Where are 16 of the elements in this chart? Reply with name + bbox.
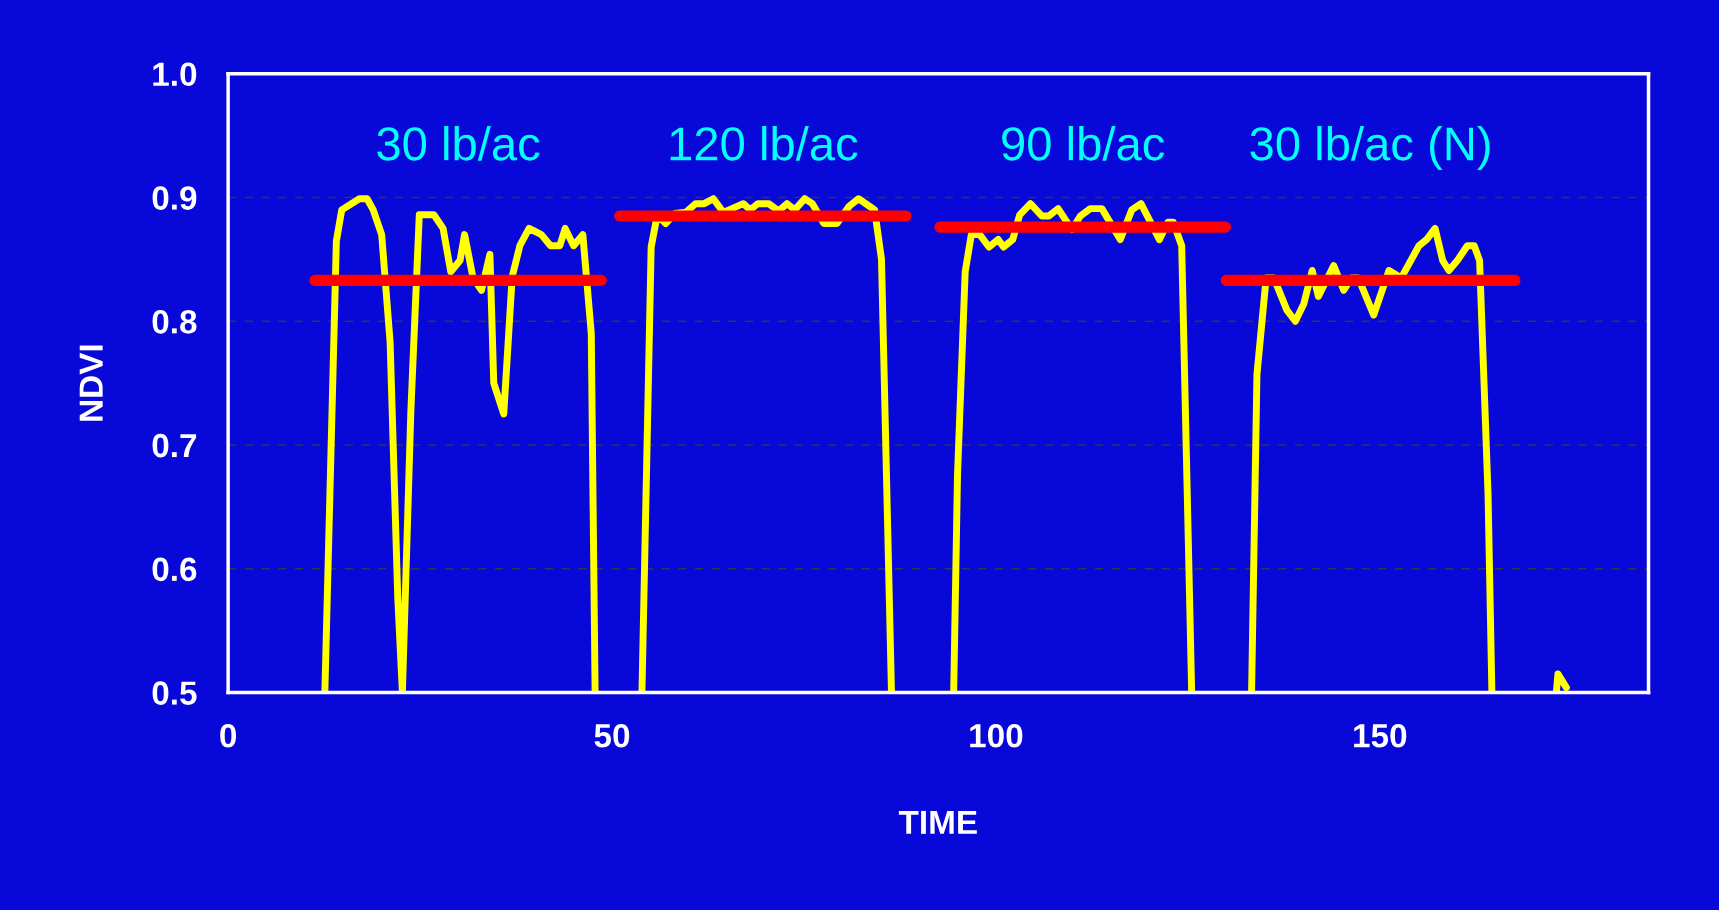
y-tick-label: 0.8 [152,310,197,334]
x-tick-label: 150 [1354,723,1407,748]
annotation: 120 lb/ac [670,125,858,161]
x-axis-title: TIME [898,810,977,834]
y-tick-label: 0.9 [152,186,197,210]
x-tick-label: 100 [970,723,1023,748]
y-tick-label: 0.6 [152,557,197,582]
x-tick-label: 50 [594,723,630,748]
y-tick-label: 0.5 [152,681,197,705]
x-tick-label: 0 [220,723,237,748]
y-tick-label: 1.0 [153,62,197,87]
annotation: 30 lb/ac [377,125,540,161]
annotation: 90 lb/ac [1002,125,1165,161]
y-axis-title: NDVI [79,345,103,421]
annotation: 30 lb/ac (N) [1250,125,1490,170]
y-tick-label: 0.7 [152,433,197,458]
